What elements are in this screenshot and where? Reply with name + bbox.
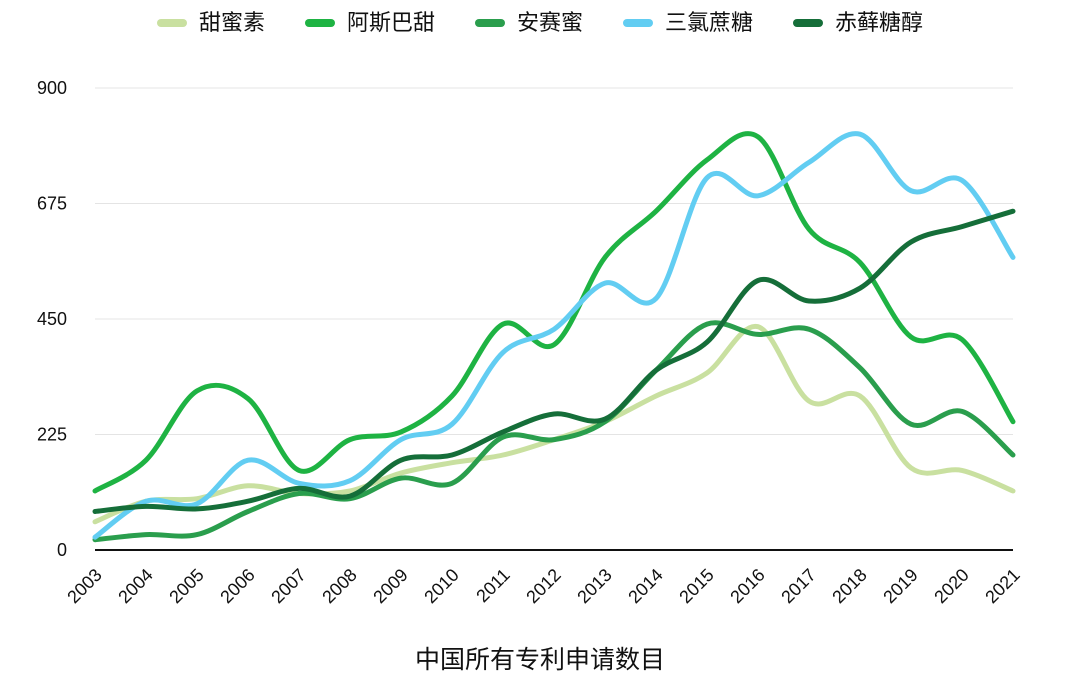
x-tick-label: 2019	[879, 565, 921, 607]
series-line	[92, 131, 1016, 540]
x-tick-label: 2012	[522, 565, 564, 607]
x-tick-label: 2007	[267, 565, 309, 607]
series-line	[92, 324, 1016, 525]
y-tick-label: 900	[37, 78, 67, 98]
legend-label: 三氯蔗糖	[665, 10, 754, 35]
legend-swatch	[474, 19, 505, 27]
y-tick-label: 225	[37, 425, 67, 445]
chart-title: 中国所有专利申请数目	[414, 646, 665, 674]
x-tick-label: 2015	[675, 565, 717, 607]
legend-item: 三氯蔗糖	[623, 12, 753, 34]
x-tick-label: 2004	[114, 565, 156, 607]
x-tick-label: 2005	[165, 565, 207, 607]
x-tick-label: 2021	[981, 565, 1023, 607]
legend-swatch	[156, 19, 187, 27]
x-tick-label: 2018	[828, 565, 870, 607]
x-tick-label: 2020	[930, 565, 972, 607]
x-tick-label: 2006	[216, 565, 258, 607]
x-tick-label: 2013	[573, 565, 615, 607]
legend-item: 甜蜜素	[156, 10, 265, 35]
x-tick-label: 2010	[420, 565, 462, 607]
x-tick-label: 2011	[472, 565, 514, 607]
legend-item: 赤藓糖醇	[793, 12, 923, 34]
series-line	[92, 208, 1016, 514]
x-tick-label: 2008	[318, 565, 360, 607]
x-tick-label: 2017	[777, 565, 819, 607]
legend-swatch	[793, 19, 824, 27]
legend-item: 安赛蜜	[474, 10, 583, 35]
legend-label: 安赛蜜	[516, 10, 583, 35]
line-chart: 0 225 450 675 900 2003 2004 2005 2006 2007 2008 200…	[37, 78, 1024, 607]
legend-label: 甜蜜素	[198, 10, 265, 35]
chart-legend: 甜蜜素 阿斯巴甜 安赛蜜 三氯蔗糖 赤藓糖醇	[0, 12, 1080, 34]
series-line	[92, 320, 1016, 543]
legend-item: 阿斯巴甜	[304, 10, 435, 35]
x-tick-label: 2009	[369, 565, 411, 607]
legend-swatch	[304, 19, 335, 27]
y-tick-label: 675	[37, 194, 67, 214]
legend-label: 赤藓糖醇	[835, 10, 924, 35]
legend-swatch	[623, 19, 653, 27]
series-line	[92, 131, 1016, 494]
y-tick-label: 0	[57, 540, 67, 560]
y-tick-label: 450	[37, 309, 67, 329]
x-tick-label: 2014	[624, 565, 666, 607]
legend-label: 阿斯巴甜	[346, 10, 435, 35]
x-tick-label: 2003	[63, 565, 105, 607]
x-tick-label: 2016	[726, 565, 768, 607]
